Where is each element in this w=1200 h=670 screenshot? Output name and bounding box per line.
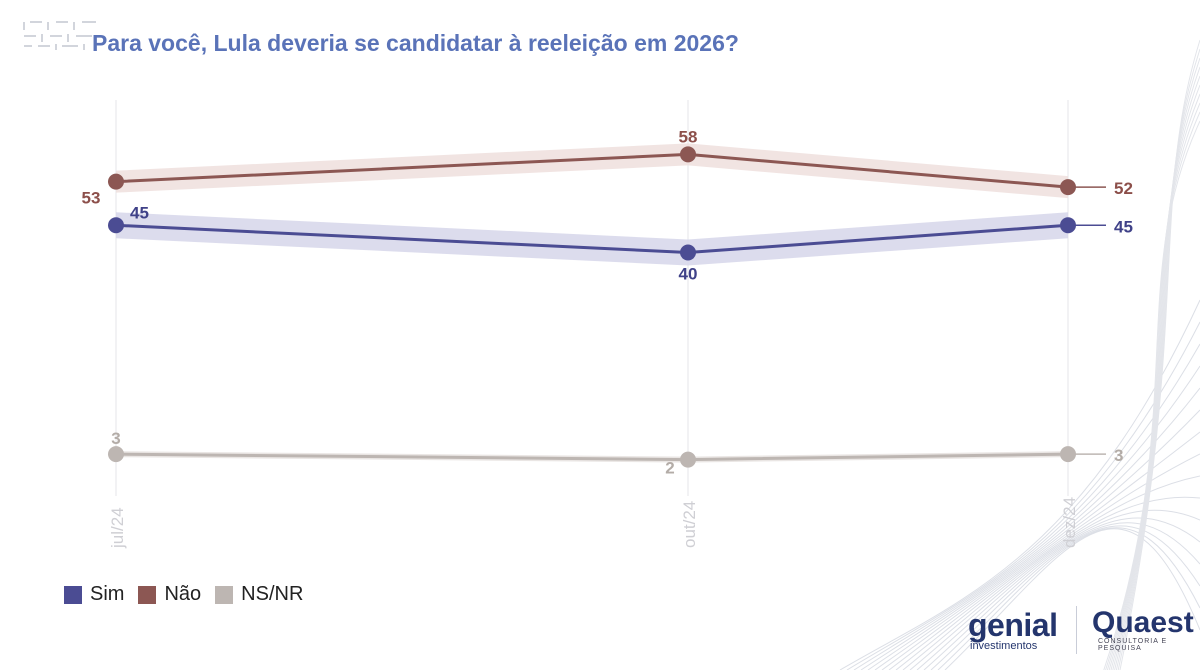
wave-line (1105, 111, 1200, 670)
quaest-logo: Quaest CONSULTORIA E PESQUISA (1092, 606, 1200, 653)
genial-logo: genial investimentos (968, 607, 1058, 652)
x-tick-label: jul/24 (108, 507, 127, 549)
data-label: 40 (679, 265, 698, 284)
data-label: 53 (82, 189, 101, 208)
confidence-band (116, 451, 1068, 463)
legend-swatch-nsnr (215, 585, 234, 604)
quaest-logo-name: Quaest (1092, 606, 1194, 639)
wave-line (1110, 84, 1200, 670)
confidence-band (116, 212, 1068, 266)
wave-line (1119, 39, 1200, 670)
data-label: 52 (1114, 179, 1133, 198)
genial-logo-name: genial (968, 607, 1058, 643)
wave-line (923, 522, 1200, 670)
wave-line (916, 517, 1200, 670)
x-tick-label: out/24 (680, 501, 699, 548)
wave-line (1115, 57, 1200, 670)
wave-line (1112, 75, 1200, 670)
wave-line (888, 453, 1200, 670)
wave-line (902, 496, 1200, 670)
data-point (1060, 179, 1076, 196)
legend-item-nao: Não (138, 583, 201, 606)
wave-line (874, 409, 1200, 670)
legend-item-nsnr: NS/NR (215, 583, 303, 606)
data-label: 3 (111, 429, 120, 448)
data-label: 3 (1114, 446, 1123, 465)
wave-line (930, 525, 1200, 670)
wave-line (937, 527, 1200, 670)
chart-legend: Sim Não NS/NR (64, 583, 303, 606)
confidence-band (116, 143, 1068, 199)
quaest-logo-sub: CONSULTORIA E PESQUISA (1098, 638, 1168, 652)
data-label: 45 (1114, 217, 1133, 236)
wave-line (881, 431, 1200, 670)
data-point (108, 446, 124, 463)
data-point (108, 217, 124, 234)
legend-swatch-sim (64, 585, 82, 604)
wave-line (1108, 93, 1200, 670)
wave-line (1103, 120, 1200, 670)
data-point (680, 244, 696, 261)
x-tick-label: dez/24 (1060, 497, 1079, 548)
legend-label-nao: Não (164, 583, 202, 605)
data-point (680, 146, 696, 163)
data-label: 45 (130, 203, 149, 222)
wave-line (895, 475, 1200, 670)
data-point (680, 451, 696, 468)
header-grid-icon (23, 21, 96, 50)
wave-line (1117, 48, 1200, 670)
legend-item-sim: Sim (64, 583, 124, 606)
wave-line (839, 299, 1200, 670)
legend-label-nsnr: NS/NR (241, 583, 304, 605)
wave-line (944, 528, 1200, 670)
data-point (1060, 446, 1076, 463)
genial-logo-sub: investimentos (970, 640, 1038, 652)
wave-line (1114, 66, 1200, 670)
data-label: 2 (665, 459, 674, 478)
data-label: 58 (679, 127, 698, 146)
data-point (108, 173, 124, 190)
legend-swatch-nao (138, 585, 157, 604)
wave-line (909, 509, 1200, 670)
legend-label-sim: Sim (90, 583, 125, 605)
wave-line (1106, 102, 1200, 670)
wave-line (846, 321, 1200, 670)
data-point (1060, 217, 1076, 234)
brand-divider (1076, 606, 1077, 654)
chart-title: Para você, Lula deveria se candidatar à … (92, 30, 739, 56)
